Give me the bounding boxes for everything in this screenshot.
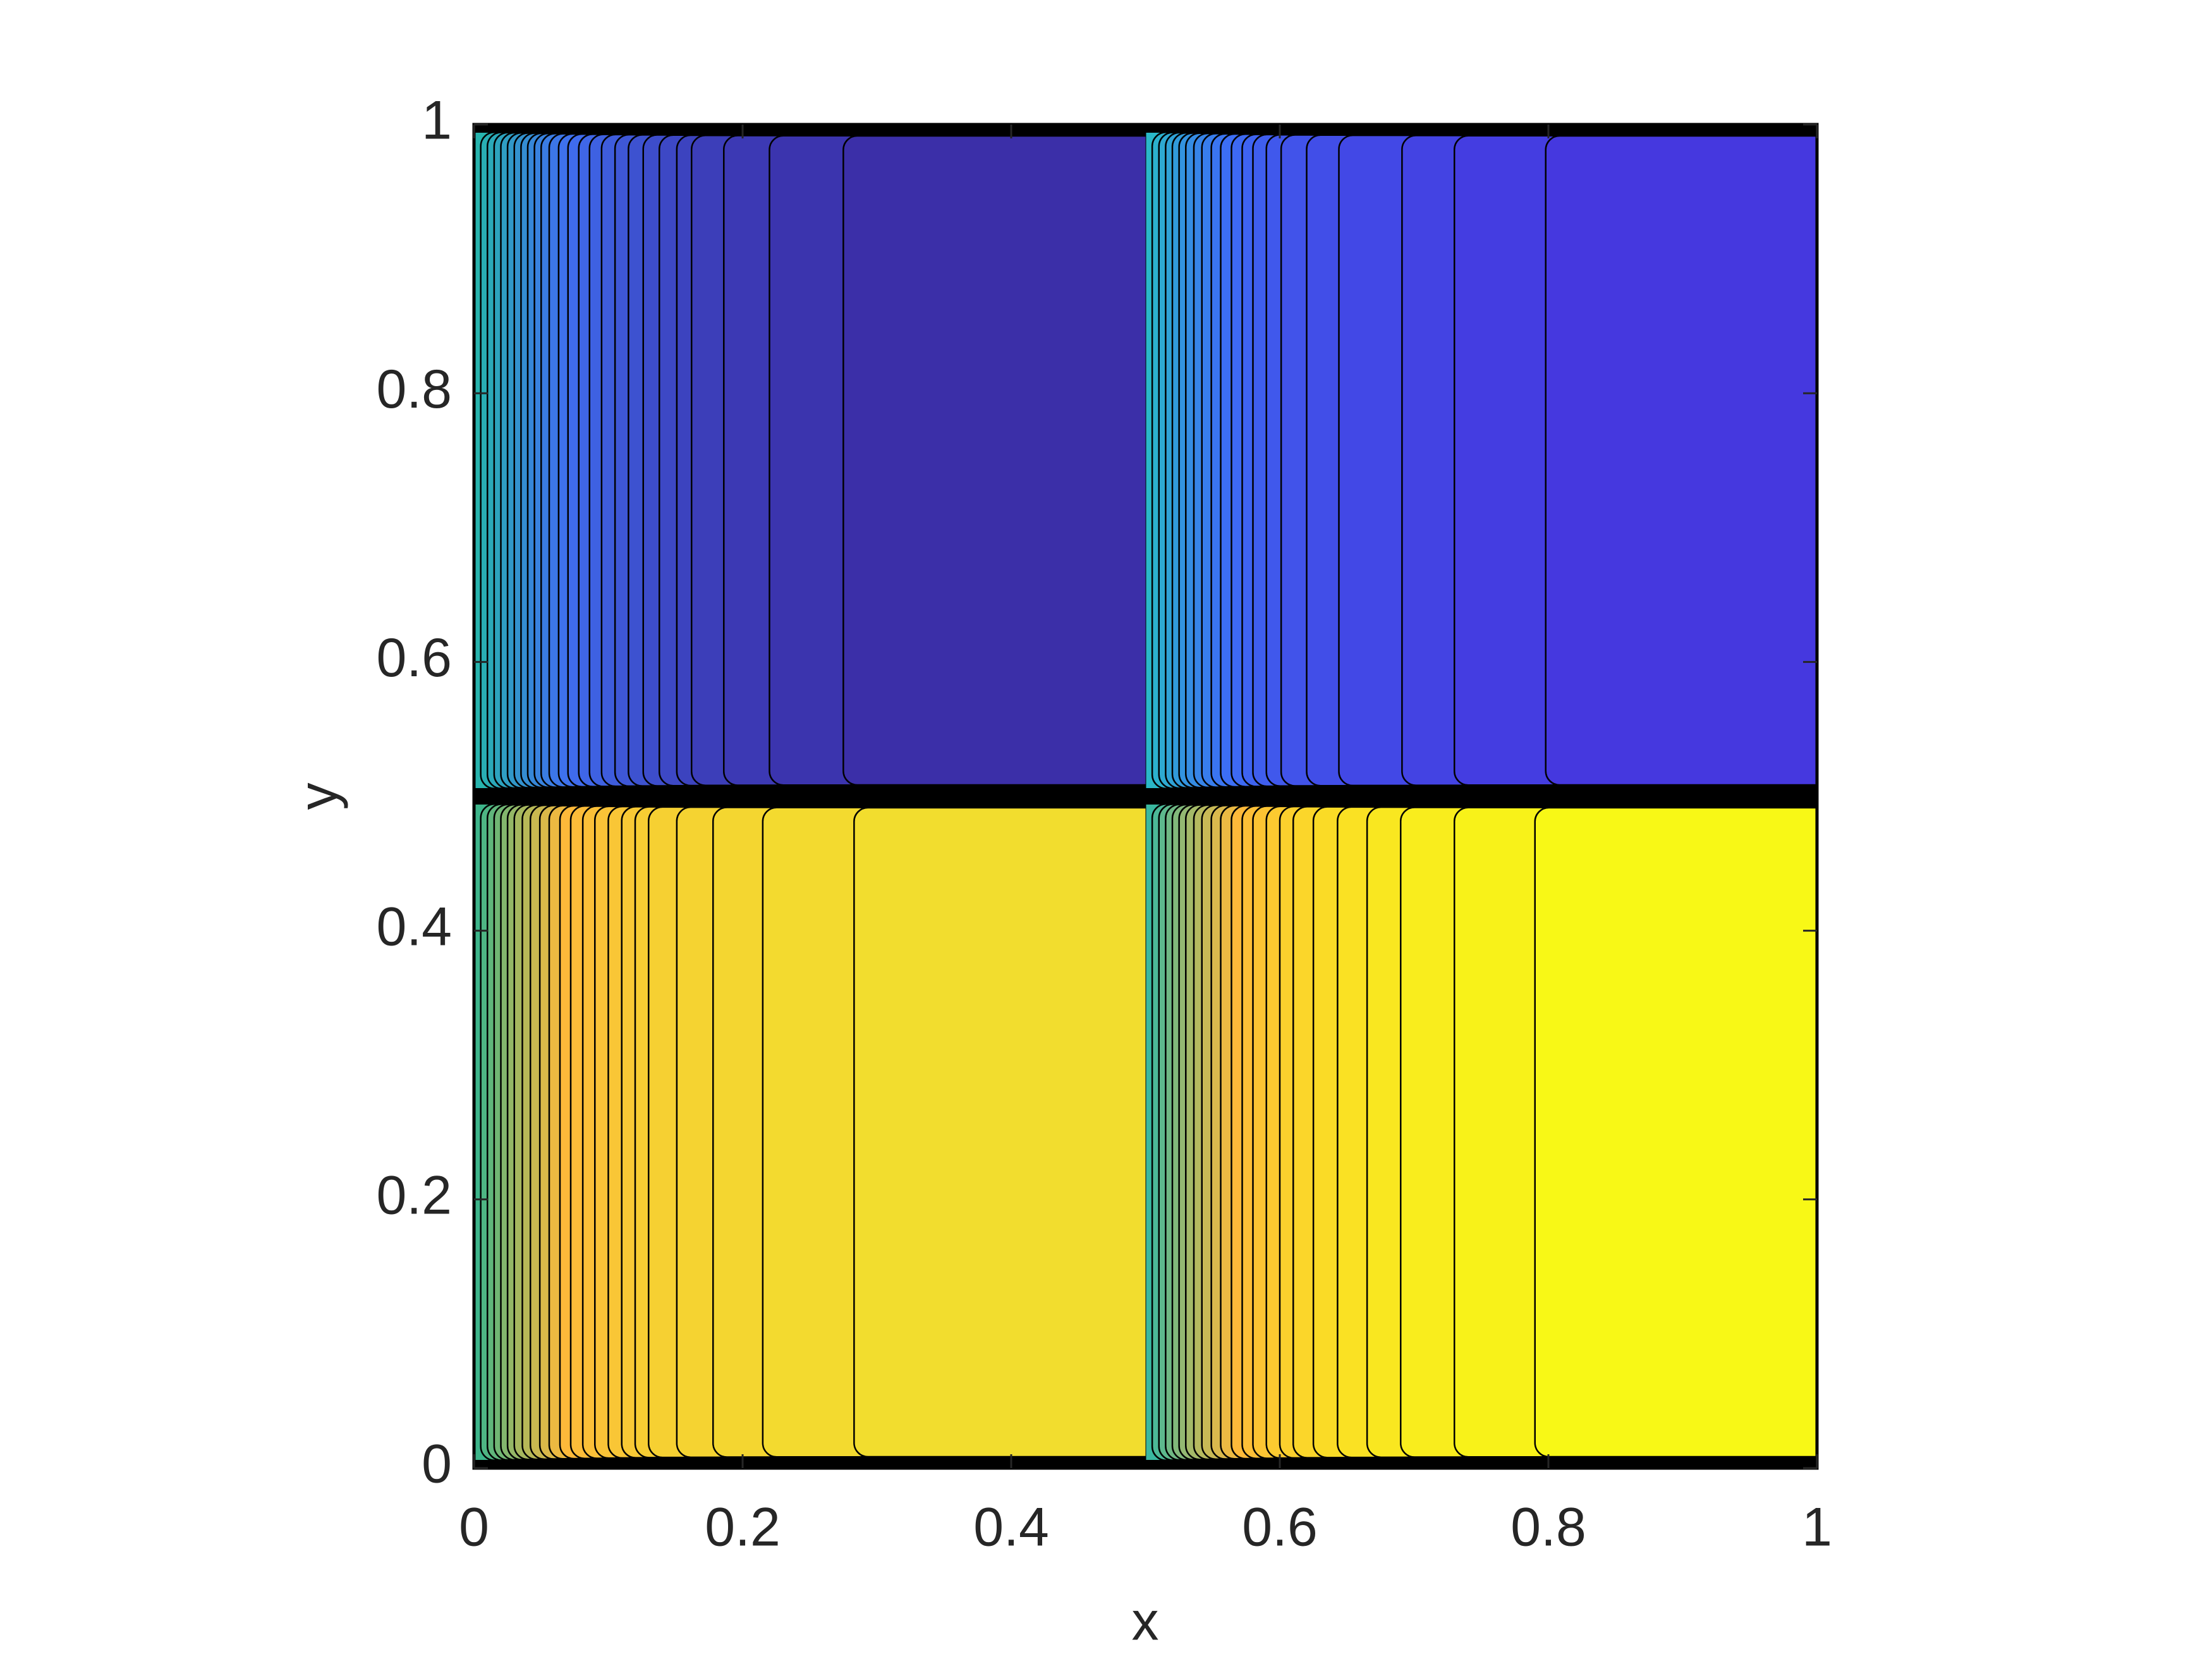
x-tick-label: 0.8 bbox=[1510, 1497, 1586, 1558]
contour-band bbox=[1545, 135, 1817, 786]
x-axis-label: x bbox=[1132, 1591, 1159, 1652]
x-tick-label: 0.6 bbox=[1242, 1497, 1318, 1558]
contour-band bbox=[853, 806, 1146, 1458]
y-tick-label: 0.2 bbox=[376, 1165, 452, 1226]
axes-box bbox=[472, 123, 1819, 1470]
x-tick-label: 1 bbox=[1802, 1497, 1832, 1558]
y-axis-label: y bbox=[288, 783, 349, 810]
y-tick-label: 0.6 bbox=[376, 628, 452, 688]
y-tick-label: 0.4 bbox=[376, 896, 452, 957]
x-tick-label: 0.2 bbox=[705, 1497, 781, 1558]
contour-band bbox=[1534, 806, 1817, 1458]
y-tick-label: 1 bbox=[422, 90, 452, 151]
y-tick-label: 0.8 bbox=[376, 359, 452, 420]
x-tick-label: 0 bbox=[459, 1497, 489, 1558]
x-tick-label: 0.4 bbox=[973, 1497, 1049, 1558]
y-tick-label: 0 bbox=[422, 1434, 452, 1495]
contour-band bbox=[842, 135, 1146, 786]
